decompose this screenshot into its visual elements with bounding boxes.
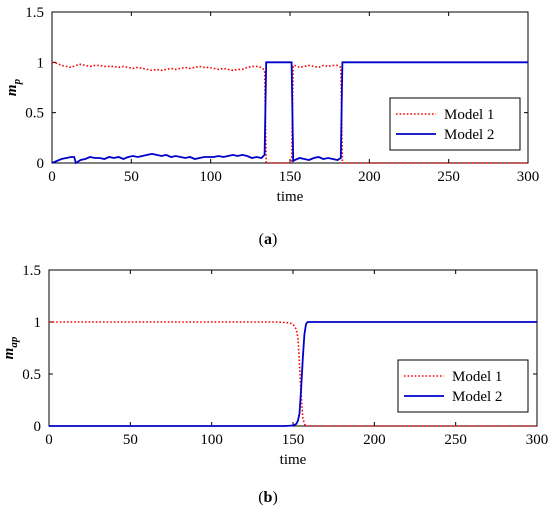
y-axis-label: map [1,336,20,359]
x-tick-label: 150 [282,432,305,448]
y-axis-label-subscript: p [11,78,23,85]
x-tick-label: 0 [45,432,53,448]
caption-letter: a [264,231,272,248]
legend: Model 1 Model 2 [397,359,529,413]
caption-paren-close: ) [272,231,277,248]
chart-panel-b: 0 50 100 150 200 250 300 0 0.5 1 1.5 time map Model 1… [1,263,548,506]
y-tick-label: 1 [34,315,42,331]
y-tick-label: 0.5 [22,367,41,383]
y-tick-label: 1 [37,55,45,71]
y-axis-label: mp [4,78,23,96]
x-tick-label: 250 [444,432,467,448]
y-axis-label-subscript: ap [8,336,20,348]
panel-caption: (a) [259,231,278,248]
x-tick-label: 300 [526,432,549,448]
y-tick-label: 1.5 [25,5,44,21]
y-axis-label-main: m [4,84,20,96]
x-tick-label: 100 [199,169,222,185]
x-tick-label: 100 [200,432,223,448]
y-tick-label: 0 [34,419,42,435]
x-axis-label: time [277,189,304,205]
legend-label: Model 1 [444,107,494,123]
series-line-model-1 [52,61,528,164]
x-tick-label: 300 [517,169,540,185]
x-tick-label: 250 [437,169,460,185]
x-tick-label: 200 [363,432,386,448]
legend-label: Model 2 [452,389,502,405]
series-line-model-2 [52,61,528,165]
x-tick-label: 50 [124,169,139,185]
y-axis-label-main: m [1,348,17,360]
x-tick-label: 150 [279,169,302,185]
x-tick-label: 0 [48,169,56,185]
caption-paren-close: ) [272,489,277,506]
x-axis-label: time [280,452,307,468]
legend-box [389,97,521,151]
series-line-model-2 [49,321,537,427]
x-tick-label: 200 [358,169,381,185]
legend-box [397,359,529,413]
caption-paren-open: ( [258,489,263,506]
x-tick-label: 50 [123,432,138,448]
y-tick-label: 0.5 [25,106,44,122]
panel-caption: (b) [258,489,278,506]
legend-label: Model 2 [444,127,494,143]
legend-label: Model 1 [452,369,502,385]
legend: Model 1 Model 2 [389,97,521,151]
y-tick-label: 0 [37,156,45,172]
y-tick-label: 1.5 [22,263,41,279]
caption-letter: b [264,489,273,506]
caption-paren-open: ( [259,231,264,248]
